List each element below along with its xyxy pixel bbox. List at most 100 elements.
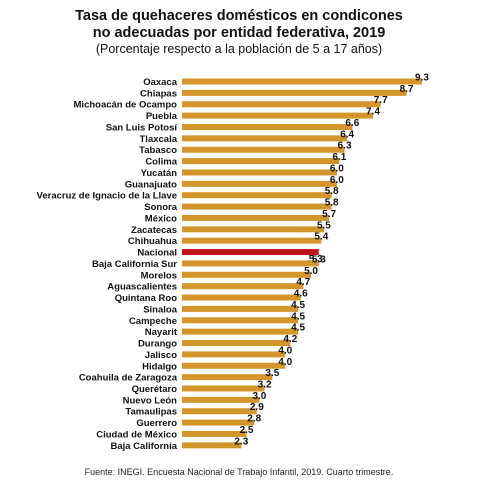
value-label: 5.3 bbox=[312, 254, 326, 265]
value-label: 3.2 bbox=[258, 379, 272, 390]
category-label: Querétaro bbox=[132, 384, 178, 395]
bar bbox=[182, 305, 299, 312]
category-label: Colima bbox=[145, 157, 177, 168]
bar-highlight bbox=[182, 249, 319, 256]
value-label: 6.1 bbox=[332, 152, 346, 163]
category-label: Hidalgo bbox=[142, 361, 177, 372]
category-label: Sinaloa bbox=[143, 304, 178, 315]
bar bbox=[182, 146, 345, 153]
bar bbox=[182, 362, 286, 369]
value-label: 3.5 bbox=[265, 368, 279, 379]
value-label: 5.5 bbox=[317, 220, 331, 231]
bar bbox=[182, 328, 299, 335]
value-label: 6.4 bbox=[340, 129, 354, 140]
chart-title: Tasa de quehaceres domésticos en condico… bbox=[0, 8, 478, 42]
value-label: 5.4 bbox=[314, 232, 328, 243]
category-label: Campeche bbox=[129, 316, 177, 327]
value-label: 4.0 bbox=[278, 345, 292, 356]
category-label: Durango bbox=[138, 339, 177, 350]
category-label: Nacional bbox=[137, 248, 177, 259]
value-label: 2.3 bbox=[234, 436, 248, 447]
bar bbox=[182, 135, 348, 142]
value-label: 6.3 bbox=[338, 141, 352, 152]
value-label: 2.9 bbox=[250, 402, 264, 413]
value-label: 9.3 bbox=[415, 73, 429, 84]
category-label: Morelos bbox=[141, 270, 177, 281]
category-label: Jalisco bbox=[145, 350, 177, 361]
value-label: 5.0 bbox=[304, 266, 318, 277]
value-label: 2.8 bbox=[247, 414, 261, 425]
category-label: Zacatecas bbox=[131, 225, 177, 236]
bar bbox=[182, 419, 255, 426]
category-label: Tlaxcala bbox=[140, 134, 178, 145]
source-note: Fuente: INEGI. Encuesta Nacional de Trab… bbox=[84, 467, 394, 477]
bar bbox=[182, 214, 330, 221]
value-label: 5.7 bbox=[322, 209, 336, 220]
chart-title-line-1: Tasa de quehaceres domésticos en condico… bbox=[75, 8, 403, 24]
bar bbox=[182, 271, 312, 278]
bar bbox=[182, 180, 337, 187]
bar bbox=[182, 442, 242, 449]
value-label: 5.8 bbox=[325, 198, 339, 209]
bar bbox=[182, 203, 332, 210]
category-label: Yucatán bbox=[141, 168, 178, 179]
category-label: Chihuahua bbox=[128, 236, 178, 247]
bar bbox=[182, 78, 422, 85]
bar bbox=[182, 340, 291, 347]
category-label: Guerrero bbox=[136, 418, 177, 429]
category-label: Sonora bbox=[144, 202, 177, 213]
chart-subtitle: (Porcentaje respecto a la población de 5… bbox=[95, 42, 383, 56]
bar bbox=[182, 317, 299, 324]
category-label: Nayarit bbox=[145, 327, 178, 338]
value-label: 4.6 bbox=[294, 289, 308, 300]
value-label: 2.5 bbox=[240, 425, 254, 436]
bar bbox=[182, 237, 322, 244]
value-label: 4.5 bbox=[291, 300, 305, 311]
bar bbox=[182, 351, 286, 358]
chart-title-line-2: no adecuadas por entidad federativa, 201… bbox=[92, 25, 386, 41]
category-label: Tamaulipas bbox=[125, 407, 177, 418]
bar bbox=[182, 283, 304, 290]
category-label: Chiapas bbox=[140, 88, 177, 99]
bar bbox=[182, 260, 319, 267]
category-label: Coahuila de Zaragoza bbox=[79, 373, 178, 384]
category-label: Oaxaca bbox=[143, 77, 178, 88]
category-label: México bbox=[145, 213, 177, 224]
bar bbox=[182, 294, 301, 301]
value-label: 4.0 bbox=[278, 357, 292, 368]
bar bbox=[182, 123, 353, 130]
value-label: 5.3 bbox=[309, 254, 323, 265]
bar bbox=[182, 408, 257, 415]
value-label: 4.2 bbox=[283, 334, 297, 345]
bar bbox=[182, 374, 273, 381]
bar bbox=[182, 396, 260, 403]
category-label: Aguascalientes bbox=[107, 282, 177, 293]
value-label: 4.5 bbox=[291, 323, 305, 334]
category-label: Veracruz de Ignacio de la Llave bbox=[37, 191, 177, 202]
value-label: 8.7 bbox=[400, 84, 414, 95]
value-label: 4.7 bbox=[296, 277, 310, 288]
category-label: Guanajuato bbox=[125, 179, 177, 190]
category-label: Ciudad de México bbox=[96, 429, 177, 440]
bar bbox=[182, 89, 407, 96]
bar bbox=[182, 101, 381, 108]
value-label: 6.6 bbox=[345, 118, 359, 129]
category-label: Baja California Sur bbox=[92, 259, 177, 270]
category-label: Baja California bbox=[110, 441, 177, 452]
category-label: San Luis Potosí bbox=[106, 122, 178, 133]
value-label: 6.0 bbox=[330, 163, 344, 174]
value-label: 7.4 bbox=[366, 107, 380, 118]
category-label: Quintana Roo bbox=[115, 293, 177, 304]
bar bbox=[182, 112, 373, 119]
value-label: 4.5 bbox=[291, 311, 305, 322]
bar bbox=[182, 385, 265, 392]
value-label: 6.0 bbox=[330, 175, 344, 186]
bar bbox=[182, 158, 340, 165]
value-label: 7.7 bbox=[374, 95, 388, 106]
category-label: Tabasco bbox=[139, 145, 177, 156]
value-label: 5.8 bbox=[325, 186, 339, 197]
bar bbox=[182, 226, 324, 233]
bar bbox=[182, 169, 337, 176]
bar bbox=[182, 192, 332, 199]
